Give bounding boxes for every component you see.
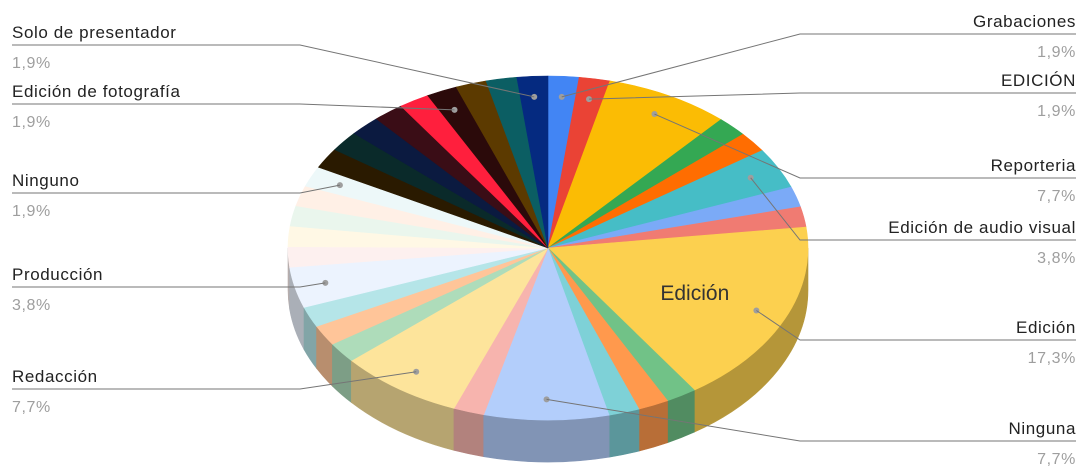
leader-line-produccion [12, 282, 326, 288]
leader-line-edicion [756, 310, 1076, 341]
pie-slice-edicion [547, 226, 809, 391]
pie-slice-solo-de-presentador [516, 75, 549, 249]
slice-label-edicion: Edición [1016, 318, 1076, 337]
slice-percent-edicion: 17,3% [1028, 350, 1076, 367]
slice-percent-grabaciones: 1,9% [1037, 44, 1076, 61]
leader-line-ninguno [12, 184, 341, 194]
pie-side-slice-12 [608, 408, 640, 458]
leader-line-ninguna [546, 398, 1076, 442]
slice-percent-edicion-de-fotografia: 1,9% [12, 114, 51, 131]
slice-percent-redaccion: 7,7% [12, 399, 51, 416]
slice-label-produccion: Producción [12, 265, 103, 284]
slice-percent-reporteria: 7,7% [1037, 188, 1076, 205]
slice-label-edicion-de-audio-visual: Edición de audio visual [888, 218, 1076, 237]
slice-percent-edicion: 1,9% [1037, 103, 1076, 120]
slice-label-ninguno: Ninguno [12, 171, 80, 190]
slice-label-grabaciones: Grabaciones [973, 12, 1076, 31]
pie-top-faces [287, 75, 809, 421]
pie-side-slice-14 [453, 407, 484, 458]
leader-line-edicion-de-fotografia [12, 103, 455, 111]
slice-percent-ninguna: 7,7% [1037, 451, 1076, 468]
slice-labels: Grabaciones 1,9% EDICIÓN 1,9% Reporteria 7,7%… [12, 12, 1076, 468]
leader-lines [12, 33, 1076, 442]
slice-label-solo-de-presentador: Solo de presentador [12, 23, 177, 42]
leader-line-edicion-de-audio-visual [750, 177, 1076, 241]
slice-percent-solo-de-presentador: 1,9% [12, 55, 51, 72]
pie-side-ninguna [483, 414, 610, 463]
leader-line-solo-de-presentador [12, 44, 535, 98]
leader-line-grabaciones [561, 33, 1076, 98]
slice-label-edicion-de-fotografia: Edición de fotografía [12, 82, 181, 101]
slice-label-edicion: EDICIÓN [1001, 71, 1076, 90]
slice-percent-produccion: 3,8% [12, 297, 51, 314]
leader-line-redaccion [12, 371, 417, 390]
pie-slice-redaccion [350, 247, 549, 409]
slice-inner-label-edicion: Edición [660, 282, 729, 305]
pie-slice-reporteria [547, 80, 722, 249]
leader-line-edicion [589, 92, 1076, 100]
slice-percent-ninguno: 1,9% [12, 203, 51, 220]
slice-label-reporteria: Reporteria [991, 156, 1076, 175]
pie-slice-ninguna [483, 247, 610, 421]
slice-label-ninguna: Ninguna [1008, 419, 1076, 438]
slice-label-redaccion: Redacción [12, 367, 98, 386]
slice-percent-edicion-de-audio-visual: 3,8% [1037, 250, 1076, 267]
leader-line-reporteria [654, 113, 1076, 179]
